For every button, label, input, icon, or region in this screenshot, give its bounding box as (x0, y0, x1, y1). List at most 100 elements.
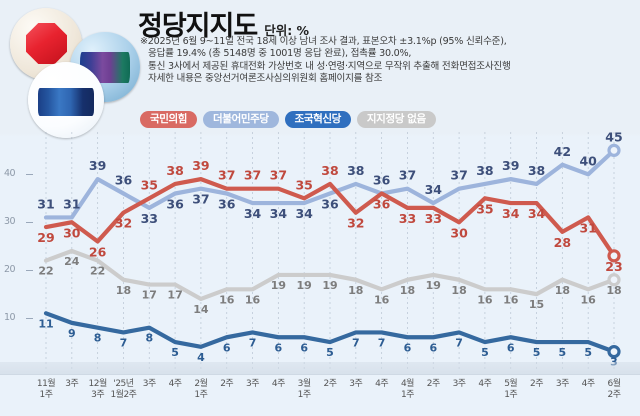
data-label: 34 (425, 182, 443, 197)
data-label: 35 (476, 201, 493, 216)
x-axis-tick: 4주 (168, 379, 183, 389)
data-label: 26 (89, 244, 107, 259)
y-axis-tick: 30 (4, 216, 16, 228)
data-label: 30 (63, 225, 81, 240)
data-label: 5 (171, 346, 179, 359)
data-label: 35 (141, 177, 158, 192)
data-label: 36 (166, 197, 184, 212)
x-axis-tick: 2주 (323, 379, 337, 389)
series-line (43, 311, 617, 354)
x-axis-tick: 4월 1주 (400, 379, 415, 400)
data-label: 7 (455, 336, 463, 349)
data-label: 34 (295, 206, 313, 221)
data-label: 31 (63, 196, 80, 211)
x-axis-tick: 3주 (142, 379, 157, 389)
data-label: 37 (450, 168, 467, 183)
data-label: 38 (528, 163, 545, 178)
data-label: 18 (606, 284, 621, 297)
x-axis-tick: 2주 (530, 379, 544, 389)
y-axis-tick: 40 (4, 168, 16, 180)
x-axis-tick: 12월 3주 (88, 379, 108, 400)
y-axis-tick-mark (26, 222, 33, 224)
ppp-hexagon-icon (26, 23, 67, 64)
data-label: 5 (559, 346, 567, 359)
x-axis: 11월 1주 3주 12월 3주 '25년 1월2주 3주 4주 2월 1주 2주 3주 4주 3월 1주 2주… (0, 374, 640, 416)
data-label: 31 (37, 196, 54, 211)
x-axis-tick: 3주 (555, 379, 570, 389)
data-label: 33 (399, 211, 416, 226)
data-label: 38 (321, 163, 338, 178)
data-label: 23 (605, 259, 622, 274)
x-axis-tick: 3주 (452, 379, 467, 389)
legend-item-none[interactable]: 지지정당 없음 (356, 111, 436, 128)
data-label: 6 (404, 341, 412, 354)
data-label: 38 (476, 163, 493, 178)
data-label: 7 (120, 336, 128, 349)
data-label: 18 (116, 284, 131, 297)
data-label: 36 (218, 197, 236, 212)
data-label: 31 (579, 220, 596, 235)
data-label: 34 (244, 206, 262, 221)
data-label: 18 (400, 284, 415, 297)
party-emblems (4, 6, 140, 138)
x-axis-tick: 3주 (65, 379, 79, 389)
x-axis-tick: 3주 (246, 379, 260, 389)
y-axis-tick-mark (26, 318, 33, 320)
series-line (43, 177, 617, 258)
note-line-3: 통신 3사에서 제공된 휴대전화 가상번호 내 성·연령·지역으로 무작위 추출… (148, 60, 511, 72)
data-label: 39 (89, 158, 106, 173)
data-label: 28 (554, 235, 571, 250)
baseline-strip (0, 362, 640, 375)
x-axis-tick: '25년 1월2주 (110, 379, 137, 400)
y-axis-tick-mark (26, 174, 33, 176)
x-axis-tick: 2월 1주 (194, 379, 208, 400)
data-label: 32 (115, 216, 132, 231)
data-label: 17 (142, 289, 157, 302)
data-label: 9 (68, 327, 76, 340)
data-label: 6 (429, 341, 437, 354)
series-endpoint (607, 249, 621, 263)
data-label: 22 (90, 265, 105, 278)
data-label: 7 (378, 336, 386, 349)
x-axis-tick: 4주 (375, 379, 389, 389)
data-label: 24 (64, 255, 80, 268)
data-label: 29 (37, 230, 54, 245)
data-label: 32 (347, 216, 364, 231)
data-label: 7 (352, 336, 360, 349)
data-label: 36 (373, 197, 391, 212)
data-label: 33 (425, 211, 442, 226)
data-label: 37 (218, 168, 235, 183)
data-label: 34 (270, 206, 288, 221)
data-label: 18 (451, 284, 466, 297)
data-label: 33 (141, 211, 158, 226)
data-label: 7 (249, 336, 257, 349)
x-axis-tick: 11월 1주 (36, 379, 56, 400)
data-label: 5 (326, 346, 334, 359)
data-label: 39 (502, 158, 519, 173)
data-label: 11 (38, 317, 53, 330)
data-label: 16 (374, 293, 390, 306)
x-axis-tick: 6월 2주 (607, 379, 621, 400)
data-label: 39 (192, 158, 209, 173)
data-label: 40 (579, 153, 597, 168)
data-label: 16 (581, 293, 597, 306)
note-line-1: ※2025년 6월 9~11일 전국 18세 이상 남녀 조사 결과, 표본오차… (140, 36, 507, 47)
data-label: 18 (555, 284, 570, 297)
data-label: 34 (502, 206, 520, 221)
data-label: 8 (94, 332, 102, 345)
legend-item-rk[interactable]: 조국혁신당 (284, 111, 351, 128)
series-endpoint (607, 273, 621, 287)
x-axis-tick: 2주 (220, 379, 234, 389)
chart-legend: 국민의힘 더불어민주당 조국혁신당 지지정당 없음 (140, 111, 436, 128)
rk-flag-icon (38, 88, 94, 116)
legend-item-ppp[interactable]: 국민의힘 (140, 111, 198, 128)
data-label: 38 (166, 163, 183, 178)
data-label: 15 (529, 298, 544, 311)
series-line (43, 248, 617, 302)
data-label: 16 (503, 293, 519, 306)
note-line-4: 자세한 내용은 중앙선거여론조사심의위원회 홈페이지를 참조 (148, 73, 383, 85)
data-label: 34 (528, 206, 546, 221)
data-label: 16 (219, 293, 235, 306)
data-label: 5 (533, 346, 541, 359)
legend-item-dp[interactable]: 더불어민주당 (203, 111, 279, 128)
